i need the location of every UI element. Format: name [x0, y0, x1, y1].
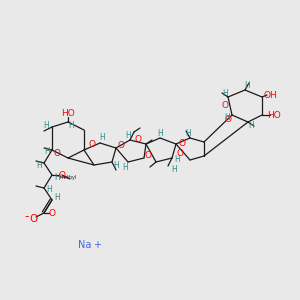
- Text: O: O: [88, 140, 95, 149]
- Text: H: H: [68, 122, 74, 130]
- Text: O: O: [53, 149, 61, 158]
- Text: H: H: [113, 160, 119, 169]
- Text: +: +: [93, 240, 101, 250]
- Text: H: H: [244, 80, 250, 89]
- Text: H: H: [248, 122, 254, 130]
- Text: H: H: [54, 194, 60, 202]
- Text: O: O: [221, 101, 229, 110]
- Text: O: O: [118, 140, 124, 149]
- Text: H: H: [122, 163, 128, 172]
- Text: O: O: [29, 214, 37, 224]
- Text: -: -: [25, 211, 29, 224]
- Text: HO: HO: [267, 110, 281, 119]
- Text: O: O: [178, 139, 185, 148]
- Text: H: H: [36, 160, 42, 169]
- Text: H: H: [43, 121, 49, 130]
- Text: H: H: [185, 128, 191, 137]
- Text: methyl: methyl: [59, 175, 76, 179]
- Text: OH: OH: [263, 91, 277, 100]
- Text: O: O: [134, 134, 142, 143]
- Text: H: H: [99, 134, 105, 142]
- Text: O: O: [224, 116, 232, 124]
- Text: O: O: [58, 170, 65, 179]
- Text: H: H: [157, 128, 163, 137]
- Text: H: H: [224, 112, 230, 122]
- Text: H: H: [44, 148, 50, 157]
- Text: HO: HO: [61, 110, 75, 118]
- Text: H: H: [54, 172, 60, 182]
- Text: O: O: [145, 151, 152, 160]
- Text: H: H: [46, 185, 52, 194]
- Text: H: H: [222, 88, 228, 98]
- Text: Na: Na: [78, 240, 92, 250]
- Text: H: H: [171, 166, 177, 175]
- Text: H: H: [174, 155, 180, 164]
- Text: H: H: [125, 130, 131, 140]
- Text: O: O: [49, 208, 56, 217]
- Text: O: O: [176, 149, 184, 158]
